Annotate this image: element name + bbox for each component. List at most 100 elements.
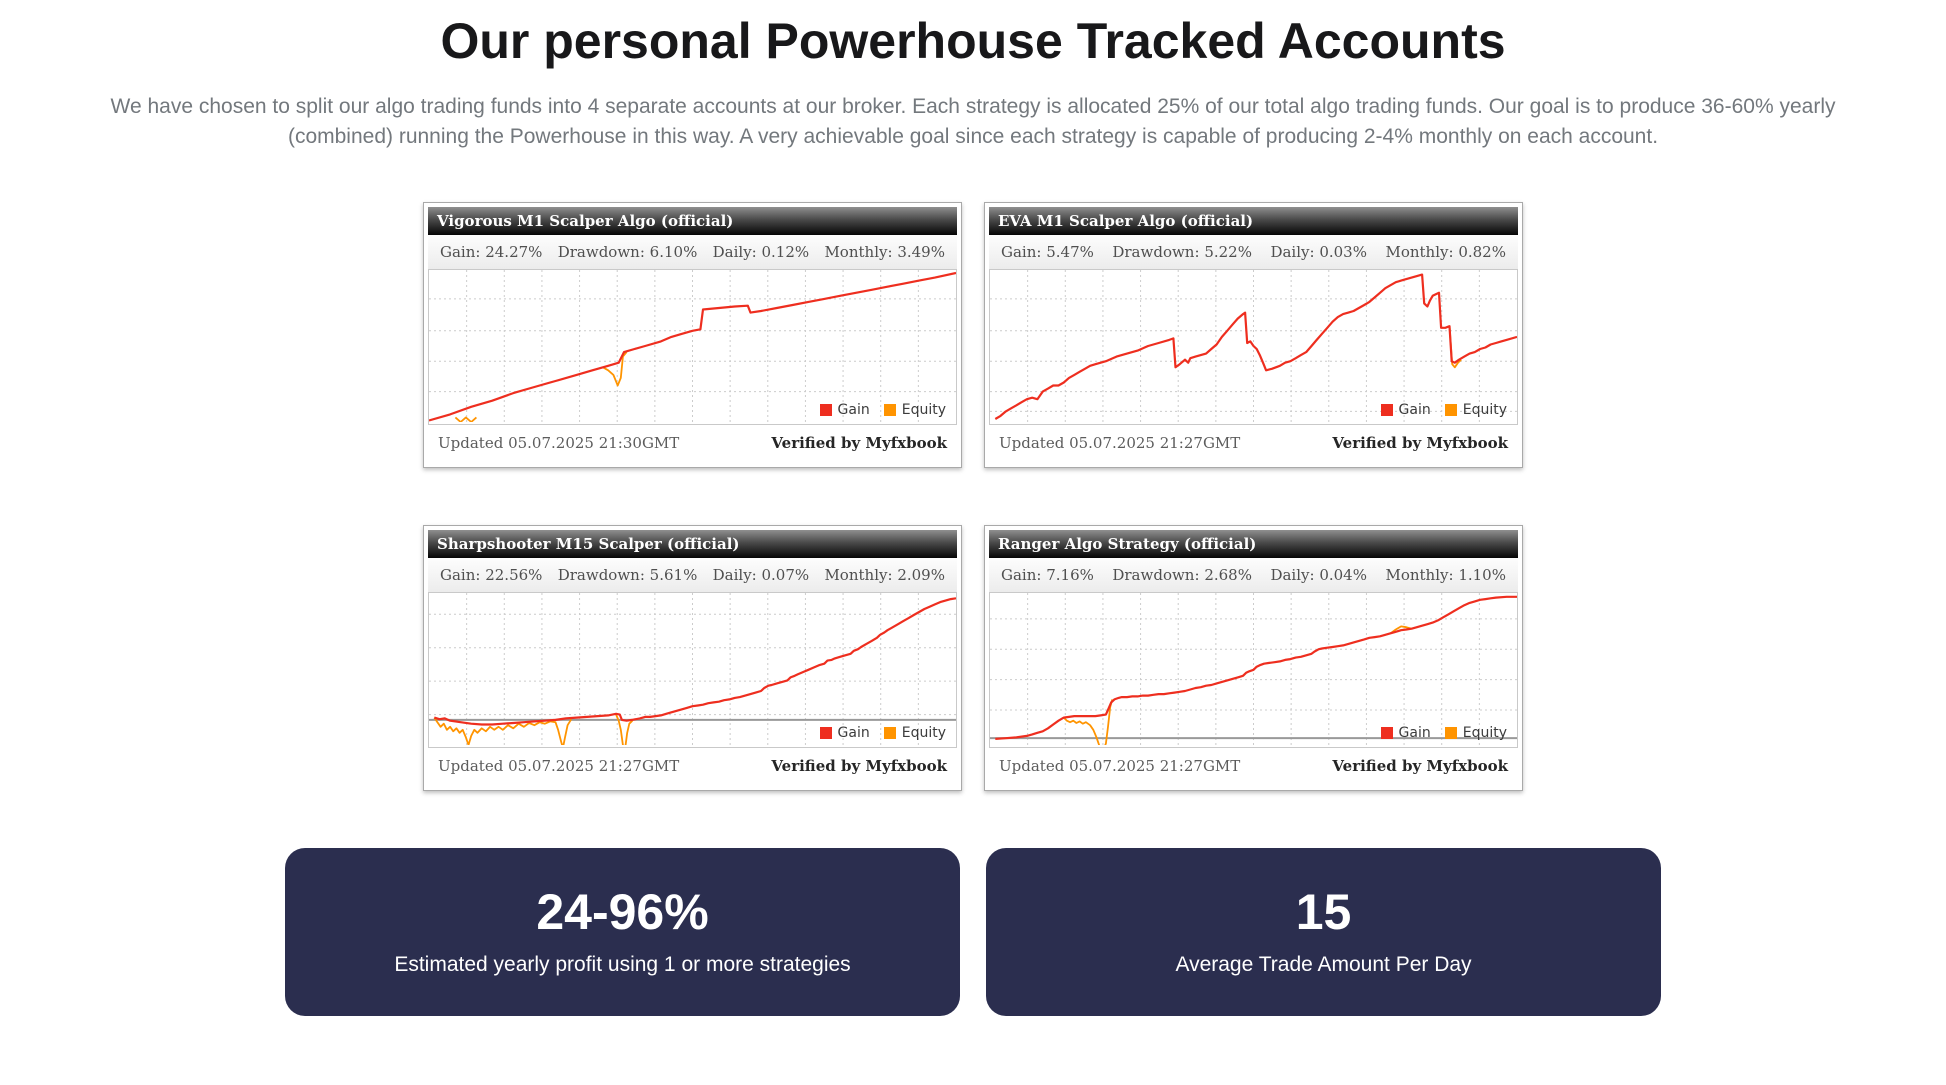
chart-legend: Gain Equity (819, 402, 946, 419)
stat-label: Daily: (1270, 566, 1315, 585)
widget-stats-row: Gain: 5.47% Drawdown: 5.22% Daily: 0.03% Mo… (989, 235, 1518, 270)
widget-stat: Drawdown: 2.68% (1112, 566, 1252, 584)
widget-stat: Gain: 5.47% (1001, 243, 1094, 261)
widget-stat: Drawdown: 5.22% (1112, 243, 1252, 261)
legend-item: Equity (883, 725, 946, 742)
widget-title: Sharpshooter M15 Scalper (official) (428, 530, 957, 559)
widget-title: Ranger Algo Strategy (official) (989, 530, 1518, 559)
stat-label: Monthly: (824, 243, 893, 262)
stat-label: Monthly: (1385, 243, 1454, 262)
widgets-grid: Vigorous M1 Scalper Algo (official) Gain… (423, 202, 1523, 792)
widget-verified-by: Verified by Myfxbook (771, 757, 947, 776)
stat-label: Drawdown: (557, 243, 645, 262)
chart-legend: Gain Equity (1380, 725, 1507, 742)
stat-label: Gain: (1001, 243, 1042, 262)
widget-stat: Gain: 7.16% (1001, 566, 1094, 584)
gain-equity-line-chart (429, 270, 956, 423)
legend-swatch (1444, 404, 1457, 417)
widget-chart: Gain Equity (989, 592, 1518, 749)
widget-footer: Updated 05.07.2025 21:30GMT Verified by … (428, 425, 957, 462)
stat-value: 0.04% (1319, 566, 1367, 585)
widget-stat: Monthly: 2.09% (824, 566, 945, 584)
legend-swatch (883, 404, 896, 417)
stat-value: 2.68% (1204, 566, 1252, 585)
stat-label: Drawdown: (557, 566, 645, 585)
legend-item: Gain (819, 402, 870, 419)
widget-verified-by: Verified by Myfxbook (1332, 434, 1508, 453)
page-subtitle: We have chosen to split our algo trading… (63, 92, 1883, 152)
page-title: Our personal Powerhouse Tracked Accounts (440, 13, 1506, 69)
stat-card-value: 15 (1295, 884, 1352, 941)
legend-label: Gain (837, 725, 870, 742)
widget-chart: Gain Equity (989, 269, 1518, 426)
widget-updated-timestamp: Updated 05.07.2025 21:27GMT (438, 757, 680, 776)
legend-item: Gain (1380, 725, 1431, 742)
chart-legend: Gain Equity (819, 725, 946, 742)
stat-label: Daily: (712, 566, 757, 585)
legend-swatch (1380, 727, 1393, 740)
legend-item: Gain (1380, 402, 1431, 418)
stat-label: Drawdown: (1112, 243, 1200, 262)
legend-label: Equity (901, 725, 946, 742)
widget-stat: Daily: 0.03% (1270, 243, 1367, 261)
stat-value: 0.03% (1319, 243, 1367, 262)
stat-label: Daily: (712, 243, 757, 262)
gain-equity-line-chart (990, 593, 1517, 746)
widget-stats-row: Gain: 7.16% Drawdown: 2.68% Daily: 0.04% Mo… (989, 558, 1518, 593)
myfxbook-widget[interactable]: Ranger Algo Strategy (official) Gain: 7.… (984, 525, 1523, 792)
legend-label: Gain (1398, 725, 1431, 742)
legend-swatch (1444, 727, 1457, 740)
tracked-accounts-section: Our personal Powerhouse Tracked Accounts… (0, 12, 1946, 1017)
stat-value: 24.27% (485, 243, 543, 262)
widget-stat: Monthly: 1.10% (1385, 566, 1506, 584)
widget-stats-row: Gain: 22.56% Drawdown: 5.61% Daily: 0.07% M… (428, 558, 957, 593)
stat-card-trades-per-day: 15 Average Trade Amount Per Day (986, 848, 1661, 1017)
stat-card-value: 24-96% (536, 884, 709, 941)
stat-value: 0.12% (761, 243, 810, 262)
widget-updated-timestamp: Updated 05.07.2025 21:27GMT (999, 757, 1241, 776)
widget-verified-by: Verified by Myfxbook (1332, 757, 1508, 776)
gain-equity-line-chart (429, 593, 956, 746)
stat-value: 6.10% (649, 243, 698, 262)
stat-label: Gain: (440, 566, 481, 585)
stat-label: Daily: (1270, 243, 1315, 262)
widget-stats-row: Gain: 24.27% Drawdown: 6.10% Daily: 0.12% M… (428, 235, 957, 270)
legend-swatch (819, 727, 832, 740)
subtitle-line-1: We have chosen to split our algo trading… (110, 95, 1836, 118)
myfxbook-widget[interactable]: Sharpshooter M15 Scalper (official) Gain… (423, 525, 962, 792)
myfxbook-widget[interactable]: EVA M1 Scalper Algo (official) Gain: 5.4… (984, 202, 1523, 469)
stat-value: 3.49% (897, 243, 945, 262)
widget-title: EVA M1 Scalper Algo (official) (989, 207, 1518, 236)
widget-updated-timestamp: Updated 05.07.2025 21:30GMT (438, 434, 680, 453)
widget-footer: Updated 05.07.2025 21:27GMT Verified by … (989, 425, 1518, 462)
widget-stat: Daily: 0.04% (1270, 566, 1367, 584)
widget-stat: Monthly: 3.49% (824, 243, 945, 261)
legend-label: Equity (901, 402, 946, 419)
widget-title: Vigorous M1 Scalper Algo (official) (428, 207, 957, 236)
stat-cards-row: 24-96% Estimated yearly profit using 1 o… (285, 848, 1661, 1017)
legend-swatch (883, 727, 896, 740)
chart-legend: Gain Equity (1380, 402, 1507, 419)
legend-item: Equity (883, 402, 946, 419)
widget-footer: Updated 05.07.2025 21:27GMT Verified by … (989, 748, 1518, 785)
stat-value: 2.09% (897, 566, 945, 585)
widget-chart: Gain Equity (428, 269, 957, 426)
stat-value: 5.61% (649, 566, 698, 585)
stat-label: Gain: (440, 243, 481, 262)
legend-label: Gain (837, 402, 870, 419)
legend-swatch (819, 404, 832, 417)
legend-label: Equity (1462, 402, 1507, 419)
widget-chart: Gain Equity (428, 592, 957, 749)
widget-stat: Drawdown: 6.10% (558, 243, 698, 261)
stat-value: 5.22% (1204, 243, 1252, 262)
legend-item: Gain (819, 725, 870, 742)
legend-item: Equity (1444, 402, 1507, 419)
legend-swatch (1380, 404, 1393, 417)
stat-value: 5.47% (1046, 243, 1094, 262)
widget-stat: Monthly: 0.82% (1385, 243, 1506, 261)
stat-value: 22.56% (485, 566, 543, 585)
widget-stat: Daily: 0.07% (713, 566, 810, 584)
stat-value: 0.07% (761, 566, 810, 585)
myfxbook-widget[interactable]: Vigorous M1 Scalper Algo (official) Gain… (423, 202, 962, 469)
widget-footer: Updated 05.07.2025 21:27GMT Verified by … (428, 748, 957, 785)
